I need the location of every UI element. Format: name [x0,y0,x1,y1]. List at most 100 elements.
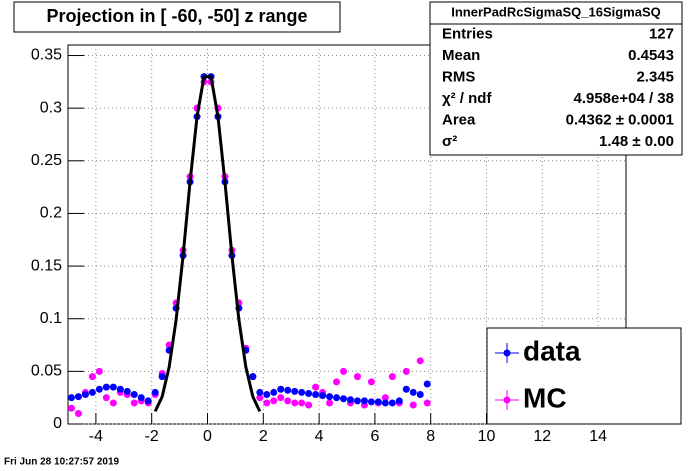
data-point [360,397,368,405]
stats-label: χ² / ndf [442,90,492,107]
data-point [402,385,410,393]
data-point [346,396,354,404]
data-point [249,373,257,381]
data-point [158,373,166,381]
data-point [130,391,138,399]
fit-curve [153,75,262,413]
data-point [270,388,278,396]
data-point [409,388,417,396]
y-tick-label: 0.2 [40,205,62,222]
x-tick-label: 10 [478,428,496,445]
data-point [130,399,138,407]
legend-marker [503,349,511,357]
data-point [416,357,424,365]
stats-label: σ² [442,133,457,150]
stats-title: InnerPadRcSigmaSQ_16SigmaSQ [451,4,661,19]
data-point [381,399,389,407]
data-point [109,399,117,407]
x-tick-label: 12 [533,428,551,445]
x-tick-label: 4 [315,428,324,445]
stats-value: 0.4543 [628,47,674,64]
stats-value: 2.345 [636,69,674,86]
data-point [298,399,306,407]
data-point [88,373,96,381]
data-point [144,397,152,405]
data-point [74,409,82,417]
data-point [256,388,264,396]
data-point [123,387,131,395]
x-tick-label: 14 [589,428,607,445]
data-point [102,394,110,402]
data-point [353,373,361,381]
data-point [333,394,341,402]
data-point [388,399,396,407]
stats-value: 127 [649,26,674,43]
data-point [395,397,403,405]
stats-value: 0.4362 ± 0.0001 [566,112,674,129]
data-point [423,380,431,388]
data-point [291,399,299,407]
x-tick-label: -2 [145,428,159,445]
y-tick-label: 0.3 [40,99,62,116]
data-point [305,401,313,409]
x-tick-label: 6 [370,428,379,445]
data-point [277,385,285,393]
title-box [13,1,341,33]
data-point [326,393,334,401]
data-point [256,394,264,402]
data-point [67,394,75,402]
data-point [95,385,103,393]
data-point [67,404,75,412]
data-point [367,398,375,406]
footer: Fri Jun 28 10:27:57 2019 [4,457,120,468]
y-tick-label: 0.35 [31,47,62,64]
stats-label: Area [442,112,476,129]
data-point [312,383,320,391]
data-point [151,388,159,396]
legend-box [486,327,682,425]
data-point [340,367,348,375]
x-tick-label: 2 [259,428,268,445]
data-point [402,367,410,375]
data-point [291,387,299,395]
data-point [319,392,327,400]
y-tick-label: 0.15 [31,257,62,274]
data-point [340,395,348,403]
y-tick-label: 0.1 [40,310,62,327]
x-tick-label: -4 [89,428,103,445]
data-point [74,393,82,401]
data-point [312,391,320,399]
stats-label: Mean [442,47,480,64]
data-point [81,391,89,399]
stats-label: RMS [442,69,475,86]
data-point [277,394,285,402]
data-point [88,388,96,396]
data-point [284,386,292,394]
data-point [263,399,271,407]
data-point [374,398,382,406]
x-tick-label: 0 [203,428,212,445]
y-tick-label: 0.05 [31,363,62,380]
data-point [381,394,389,402]
chart-title: Projection in [ -60, -50] z range [46,6,307,26]
data-point [137,394,145,402]
data-point [388,373,396,381]
y-tick-label: 0 [53,415,62,432]
legend-marker [503,396,511,404]
stats-value: 4.958e+04 / 38 [573,90,674,107]
plot-frame [67,44,627,425]
data-point [270,397,278,405]
data-point [333,378,341,386]
data-point [353,397,361,405]
stats-box [429,1,683,156]
data-point [116,385,124,393]
y-tick-label: 0.25 [31,152,62,169]
data-point [305,389,313,397]
stats-value: 1.48 ± 0.00 [599,133,674,150]
data-point [95,367,103,375]
data-point [263,391,271,399]
data-point [109,383,117,391]
data-point [326,399,334,407]
data-point [416,391,424,399]
